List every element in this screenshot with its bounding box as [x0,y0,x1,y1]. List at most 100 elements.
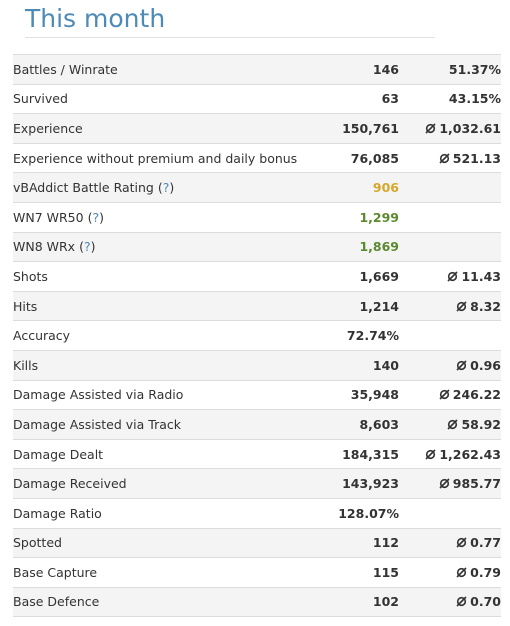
stat-value: 76,085 [308,142,399,173]
stat-average: 8.32 [470,298,501,314]
average-symbol-icon [439,389,450,400]
average-symbol-icon [456,537,467,548]
stat-value: 906 [308,172,399,203]
stat-average: 1,032.61 [439,120,501,136]
stat-label-cell: WN8 WRx (?) [13,231,308,262]
stat-value: 184,315 [308,438,399,469]
stats-row: Damage Assisted via Track 8,603 58.92 [13,409,501,440]
stats-row: WN8 WRx (?) 1,869 [13,231,501,262]
stat-average: 521.13 [452,150,501,166]
stat-average-cell [399,172,501,203]
stat-average: 58.92 [461,416,501,432]
stat-average: 0.77 [470,535,501,551]
stat-average-cell: 58.92 [399,409,501,440]
stat-average-cell: 0.79 [399,557,501,588]
help-link[interactable]: ? [83,239,91,255]
average-symbol-icon [439,478,450,489]
stat-label: Damage Ratio [13,505,102,521]
stats-row: Shots 1,669 11.43 [13,261,501,292]
stat-average: 43.15% [448,91,501,107]
stat-average-cell: 51.37% [399,54,501,85]
stat-label: Damage Assisted via Track [13,416,181,432]
average-symbol-icon [447,271,459,282]
stats-row: Damage Received 143,923 985.77 [13,468,501,499]
stat-label-cell: Base Capture [13,557,308,588]
stat-label-cell: WN7 WR50 (?) [13,201,308,233]
stat-value: 1,299 [308,201,399,233]
average-symbol-icon [456,360,467,371]
stat-value: 102 [308,586,399,618]
stat-value: 35,948 [308,379,399,410]
stat-label: Hits [13,298,38,314]
stat-label-cell: Battles / Winrate [13,54,308,85]
stat-label: Shots [13,268,48,284]
help-link[interactable]: ? [92,209,100,225]
stats-table: Battles / Winrate 146 51.37% Survived 63 43.1… [13,54,501,618]
stat-label-cell: vBAddict Battle Rating (?) [13,172,308,203]
stat-average-cell: 1,032.61 [399,113,501,144]
stat-average-cell [399,201,501,233]
stat-average-cell [399,497,501,528]
stat-label: vBAddict Battle Rating [13,180,154,196]
stat-label-cell: Base Defence [13,586,308,618]
average-symbol-icon [456,596,467,608]
stat-value: 112 [308,527,399,558]
stat-label: Experience [13,120,83,136]
stats-row: WN7 WR50 (?) 1,299 [13,201,501,233]
stats-row: Accuracy 72.74% [13,320,501,351]
stats-row: Experience without premium and daily bon… [13,142,501,173]
stat-value: 115 [308,557,399,588]
stats-row: Battles / Winrate 146 51.37% [13,54,501,85]
average-symbol-icon [456,300,467,312]
stat-label: Experience without premium and daily bon… [13,150,298,166]
stat-value: 72.74% [308,320,399,351]
average-symbol-icon [456,567,467,578]
stat-average: 985.77 [452,476,501,492]
stat-average: 0.70 [470,594,501,610]
stat-label: Spotted [13,535,62,551]
stats-row: Experience 150,761 1,032.61 [13,113,501,144]
stat-average-cell: 8.32 [399,290,501,321]
stats-row: Damage Ratio 128.07% [13,497,501,528]
stat-label-cell: Experience without premium and daily bon… [13,142,308,173]
stat-label: Base Capture [13,564,98,580]
stat-value: 63 [308,83,399,114]
stat-label: WN8 WRx [13,239,76,255]
stats-row: Damage Assisted via Radio 35,948 246.22 [13,379,501,410]
stat-average: 1,262.43 [439,446,501,462]
stat-label-cell: Damage Assisted via Radio [13,379,308,410]
stat-average-cell: 11.43 [399,261,501,292]
help-link[interactable]: ? [162,180,170,196]
stat-value: 8,603 [308,409,399,440]
stat-average-cell: 1,262.43 [399,438,501,469]
average-symbol-icon [439,153,450,164]
stat-value: 1,214 [308,290,399,321]
average-symbol-icon [447,419,459,430]
stat-value: 1,669 [308,261,399,292]
stat-value: 150,761 [308,113,399,144]
stat-label-cell: Survived [13,83,308,114]
stat-label-cell: Accuracy [13,320,308,351]
stat-average: 11.43 [461,268,501,284]
stats-row: vBAddict Battle Rating (?) 906 [13,172,501,203]
stat-label: Damage Dealt [13,446,104,462]
average-symbol-icon [425,123,436,134]
stat-value: 1,869 [308,231,399,262]
stat-average-cell: 246.22 [399,379,501,410]
stat-average: 0.79 [470,564,501,580]
stat-label: WN7 WR50 [13,209,84,225]
stat-value: 140 [308,349,399,381]
stat-label: Survived [13,91,68,107]
stat-average: 51.37% [448,61,501,77]
stat-average-cell: 0.77 [399,527,501,558]
stat-value: 128.07% [308,497,399,528]
stat-label: Accuracy [13,328,71,344]
stats-row: Base Capture 115 0.79 [13,557,501,588]
title-divider [25,37,435,38]
stats-table-body: Battles / Winrate 146 51.37% Survived 63 43.1… [13,54,501,618]
stat-average: 0.96 [470,357,501,373]
stat-label: Battles / Winrate [13,61,118,77]
page-title: This month [25,4,166,33]
stat-label: Damage Assisted via Radio [13,387,184,403]
stat-label-cell: Damage Assisted via Track [13,409,308,440]
